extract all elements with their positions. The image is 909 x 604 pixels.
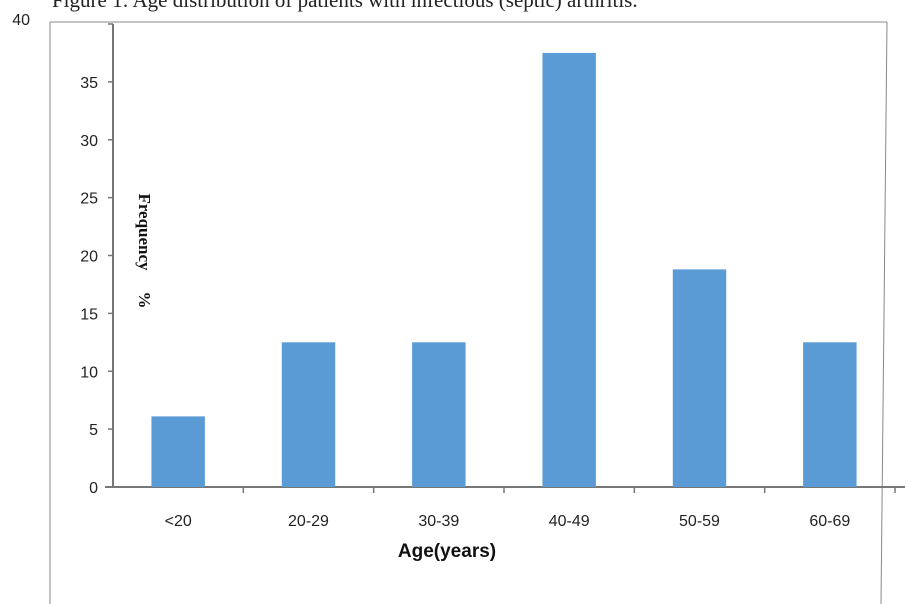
chart-title: Figure 1: Age distribution of patients w… — [52, 0, 638, 12]
y-tick-label: 10 — [80, 364, 98, 381]
y-tick-label: 0 — [89, 480, 98, 497]
frame-right-line — [880, 21, 888, 604]
bar-50-59 — [672, 269, 727, 487]
y-axis-unit: % — [135, 292, 154, 309]
x-tick-label: 20-29 — [288, 513, 329, 530]
x-tick-label: 50-59 — [679, 513, 720, 530]
bar-60-69 — [803, 342, 857, 487]
y-tick-label: 40 — [12, 12, 30, 29]
x-tick-label: <20 — [165, 513, 192, 530]
x-axis-title: Age(years) — [398, 541, 496, 562]
y-tick-label: 5 — [89, 422, 98, 439]
y-tick-label: 25 — [80, 191, 98, 208]
x-tick-label: 40-49 — [549, 513, 590, 530]
x-tick-label: 60-69 — [809, 513, 850, 530]
bar-20-29 — [281, 342, 336, 487]
y-tick-label: 15 — [80, 306, 98, 323]
bar-20 — [151, 416, 205, 487]
y-tick-label: 30 — [80, 133, 98, 150]
y-tick-label: 35 — [80, 75, 98, 92]
y-axis-title: Frequency — [135, 193, 154, 271]
bar-30-39 — [412, 342, 466, 487]
bar-40-49 — [542, 52, 596, 487]
x-tick-label: 30-39 — [418, 513, 459, 530]
y-tick-label: 20 — [80, 249, 98, 266]
